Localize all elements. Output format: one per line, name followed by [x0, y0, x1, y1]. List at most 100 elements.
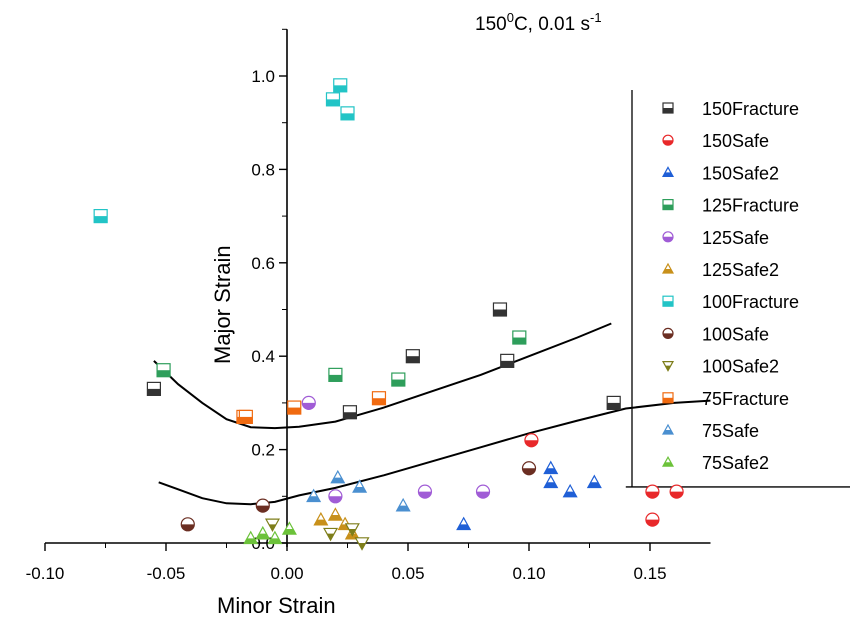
legend-item: 150Fracture — [662, 99, 799, 119]
data-point-125safe — [301, 395, 316, 410]
legend-label: 125Fracture — [702, 196, 799, 216]
data-point-100safe2 — [323, 527, 339, 542]
legend-marker — [662, 295, 674, 307]
data-point-150fracture — [606, 395, 621, 410]
legend-marker — [662, 134, 674, 146]
data-point-125safe — [475, 484, 491, 499]
legend-item: 150Safe2 — [661, 163, 779, 183]
legend-item: 125Fracture — [662, 196, 799, 216]
x-tick-label: 0.00 — [270, 564, 303, 583]
data-point-150fracture — [492, 302, 508, 317]
data-point-150fracture — [146, 381, 161, 396]
legend-label: 150Safe — [702, 131, 769, 151]
data-point-100safe2 — [344, 523, 360, 537]
legend-item: 75Safe2 — [661, 453, 769, 473]
legend-item: 100Safe2 — [661, 357, 779, 377]
data-point-100safe — [521, 461, 537, 476]
legend-label: 125Safe — [702, 228, 769, 248]
legend-label: 75Safe — [702, 421, 759, 441]
data-point-75safe — [395, 497, 411, 512]
data-point-75fracture — [371, 391, 387, 406]
legend-item: 75Safe — [661, 421, 759, 441]
legend-marker — [662, 199, 674, 211]
legend-marker — [661, 166, 675, 177]
y-tick-label: 1.0 — [251, 67, 275, 86]
chart-title: 1500C, 0.01 s-1 — [475, 10, 602, 35]
data-point-75safe2 — [281, 521, 297, 535]
y-axis-ticks: 0.00.20.40.60.81.0 — [251, 28, 287, 553]
data-point-125safe — [328, 489, 343, 504]
data-point-150safe — [645, 484, 660, 499]
data-point-150safe2 — [586, 474, 602, 489]
data-point-100fracture — [325, 92, 341, 107]
data-point-75safe2 — [267, 530, 283, 545]
data-point-125safe2 — [313, 511, 329, 526]
axes — [45, 29, 711, 547]
data-points — [93, 78, 684, 551]
data-point-125safe2 — [327, 507, 343, 521]
data-point-150safe2 — [456, 516, 472, 531]
data-point-100fracture — [340, 106, 355, 121]
legend-marker — [661, 361, 675, 372]
data-point-75fracture — [238, 409, 253, 425]
legend-marker — [662, 327, 674, 339]
data-point-150safe2 — [543, 474, 559, 489]
y-axis-label: Major Strain — [210, 245, 235, 364]
data-point-125safe — [417, 484, 433, 499]
data-point-75safe — [330, 469, 346, 484]
data-point-150fracture — [342, 405, 358, 420]
legend-label: 125Safe2 — [702, 260, 779, 280]
legend-marker — [661, 262, 675, 274]
legend-label: 100Fracture — [702, 292, 799, 312]
legend-item: 150Safe — [662, 131, 769, 151]
legend-marker — [662, 231, 674, 243]
data-point-100safe2 — [264, 518, 280, 533]
data-point-100fracture — [333, 78, 348, 93]
legend-marker — [662, 102, 674, 114]
legend-label: 150Fracture — [702, 99, 799, 119]
legend-item: 125Safe2 — [661, 260, 779, 280]
legend-label: 75Safe2 — [702, 453, 769, 473]
data-point-100fracture — [93, 209, 108, 224]
data-point-150fracture — [405, 349, 420, 364]
legend: 150Fracture 150Safe 150Safe2 125Fracture 125… — [631, 90, 799, 487]
legend-item: 100Safe — [662, 324, 769, 344]
data-point-150safe2 — [543, 460, 559, 475]
y-tick-label: 0.8 — [251, 160, 275, 179]
data-point-75safe2 — [255, 525, 271, 540]
data-point-150safe — [524, 433, 539, 448]
x-tick-label: -0.05 — [147, 564, 186, 583]
data-point-75safe2 — [243, 530, 259, 545]
data-point-150safe2 — [562, 483, 578, 498]
x-axis-label: Minor Strain — [217, 593, 336, 618]
data-point-75safe — [352, 479, 368, 493]
data-point-150fracture — [500, 353, 515, 368]
data-point-75fracture — [287, 400, 302, 415]
data-point-125fracture — [156, 363, 171, 378]
y-tick-label: 0.4 — [251, 347, 275, 366]
y-tick-label: 0.6 — [251, 254, 275, 273]
y-tick-label: 0.2 — [251, 441, 275, 460]
x-tick-label: 0.10 — [512, 564, 545, 583]
legend-marker — [662, 392, 674, 404]
x-tick-label: 0.05 — [391, 564, 424, 583]
legend-marker — [661, 455, 675, 467]
data-point-100safe2 — [354, 537, 370, 551]
data-point-150safe — [669, 484, 684, 499]
legend-marker — [661, 423, 675, 435]
data-point-125fracture — [328, 367, 343, 382]
x-axis-ticks: -0.10 -0.05 0.00 0.05 0.10 0.15 — [26, 543, 667, 583]
x-tick-label: -0.10 — [26, 564, 65, 583]
legend-item: 125Safe — [662, 228, 769, 248]
data-point-125fracture — [512, 330, 527, 345]
data-point-125fracture — [391, 372, 406, 387]
data-point-100safe — [180, 517, 195, 532]
data-point-150safe — [645, 512, 660, 527]
data-point-100safe — [255, 498, 270, 513]
legend-item: 100Fracture — [662, 292, 799, 312]
legend-label: 75Fracture — [702, 389, 789, 409]
boundary-curve — [153, 322, 612, 430]
legend-item: 75Fracture — [662, 389, 789, 409]
data-point-75safe — [306, 488, 322, 503]
